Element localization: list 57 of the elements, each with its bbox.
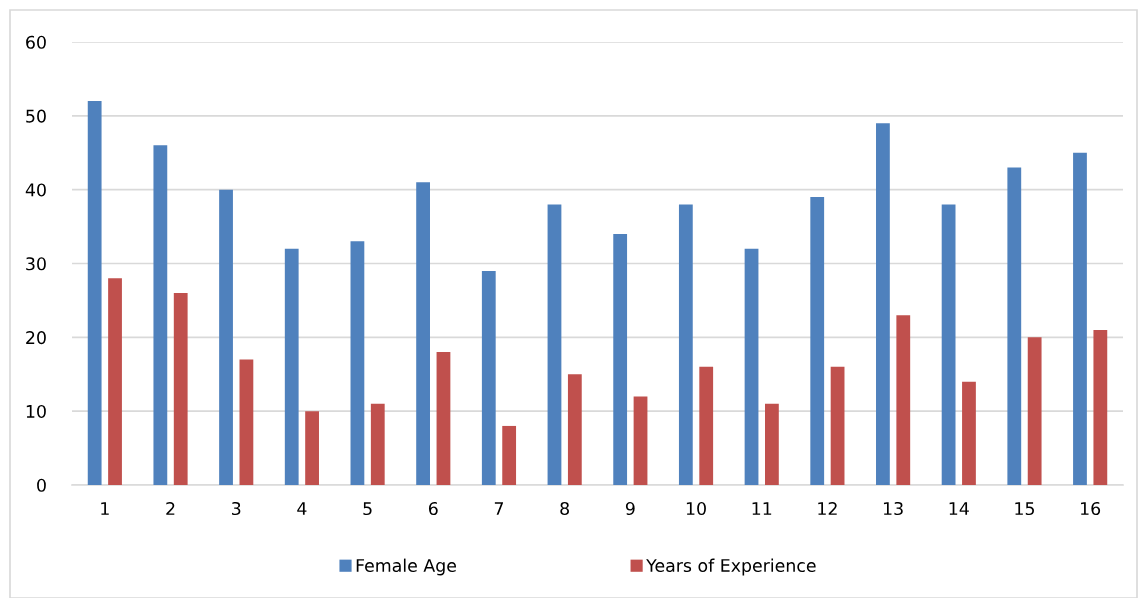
x-tick-label: 8 [560, 501, 569, 516]
bar [699, 366, 714, 485]
y-tick-label: 30 [26, 257, 46, 271]
x-tick-label: 9 [625, 501, 635, 516]
bar [633, 396, 648, 485]
bar [1093, 329, 1108, 485]
x-tick-label: 16 [1081, 501, 1101, 516]
y-tick-label: 60 [26, 35, 46, 49]
bar [436, 352, 451, 485]
bar [350, 241, 365, 485]
bar [678, 204, 693, 485]
y-tick-label: 50 [26, 109, 46, 123]
bar [876, 123, 890, 485]
bar [305, 411, 319, 485]
bar [1007, 167, 1022, 485]
bar [153, 145, 168, 485]
y-tick-label: 20 [26, 331, 46, 345]
x-tick-label: 4 [297, 502, 307, 515]
y-tick-label: 0 [37, 478, 46, 492]
bar [370, 403, 385, 485]
bar [481, 270, 496, 485]
bar [1073, 152, 1087, 485]
x-tick-label: 14 [949, 502, 969, 515]
y-tick-label: 10 [26, 404, 46, 419]
x-tick-label: 3 [232, 501, 241, 516]
x-tick-label: 2 [166, 501, 175, 515]
x-tick-label: 12 [818, 501, 837, 515]
x-tick-label: 5 [363, 502, 372, 516]
bar [613, 233, 628, 485]
bar [765, 403, 779, 485]
bar [547, 204, 562, 485]
bar [173, 293, 188, 485]
bar [219, 189, 233, 485]
y-tick-label: 40 [25, 183, 46, 197]
bar [830, 366, 845, 485]
x-tick-label: 1 [101, 502, 109, 515]
bar [744, 248, 759, 485]
bar [284, 248, 299, 485]
bar [108, 278, 122, 485]
bar [502, 425, 517, 485]
bar [567, 374, 582, 485]
bar [1027, 337, 1042, 485]
x-tick-label: 7 [494, 502, 504, 515]
bar [962, 381, 976, 485]
bar [239, 359, 254, 485]
bar [810, 197, 825, 485]
x-tick-label: 11 [752, 502, 772, 515]
bar [941, 204, 956, 485]
legend-label: Years of Experience [646, 558, 816, 576]
bar [416, 182, 430, 485]
x-tick-label: 15 [1015, 502, 1034, 516]
legend-label: Female Age [356, 558, 456, 576]
x-tick-label: 6 [428, 501, 438, 516]
x-tick-label: 10 [686, 501, 706, 516]
bar [896, 315, 911, 485]
x-tick-label: 13 [883, 501, 903, 516]
bar [87, 101, 102, 485]
